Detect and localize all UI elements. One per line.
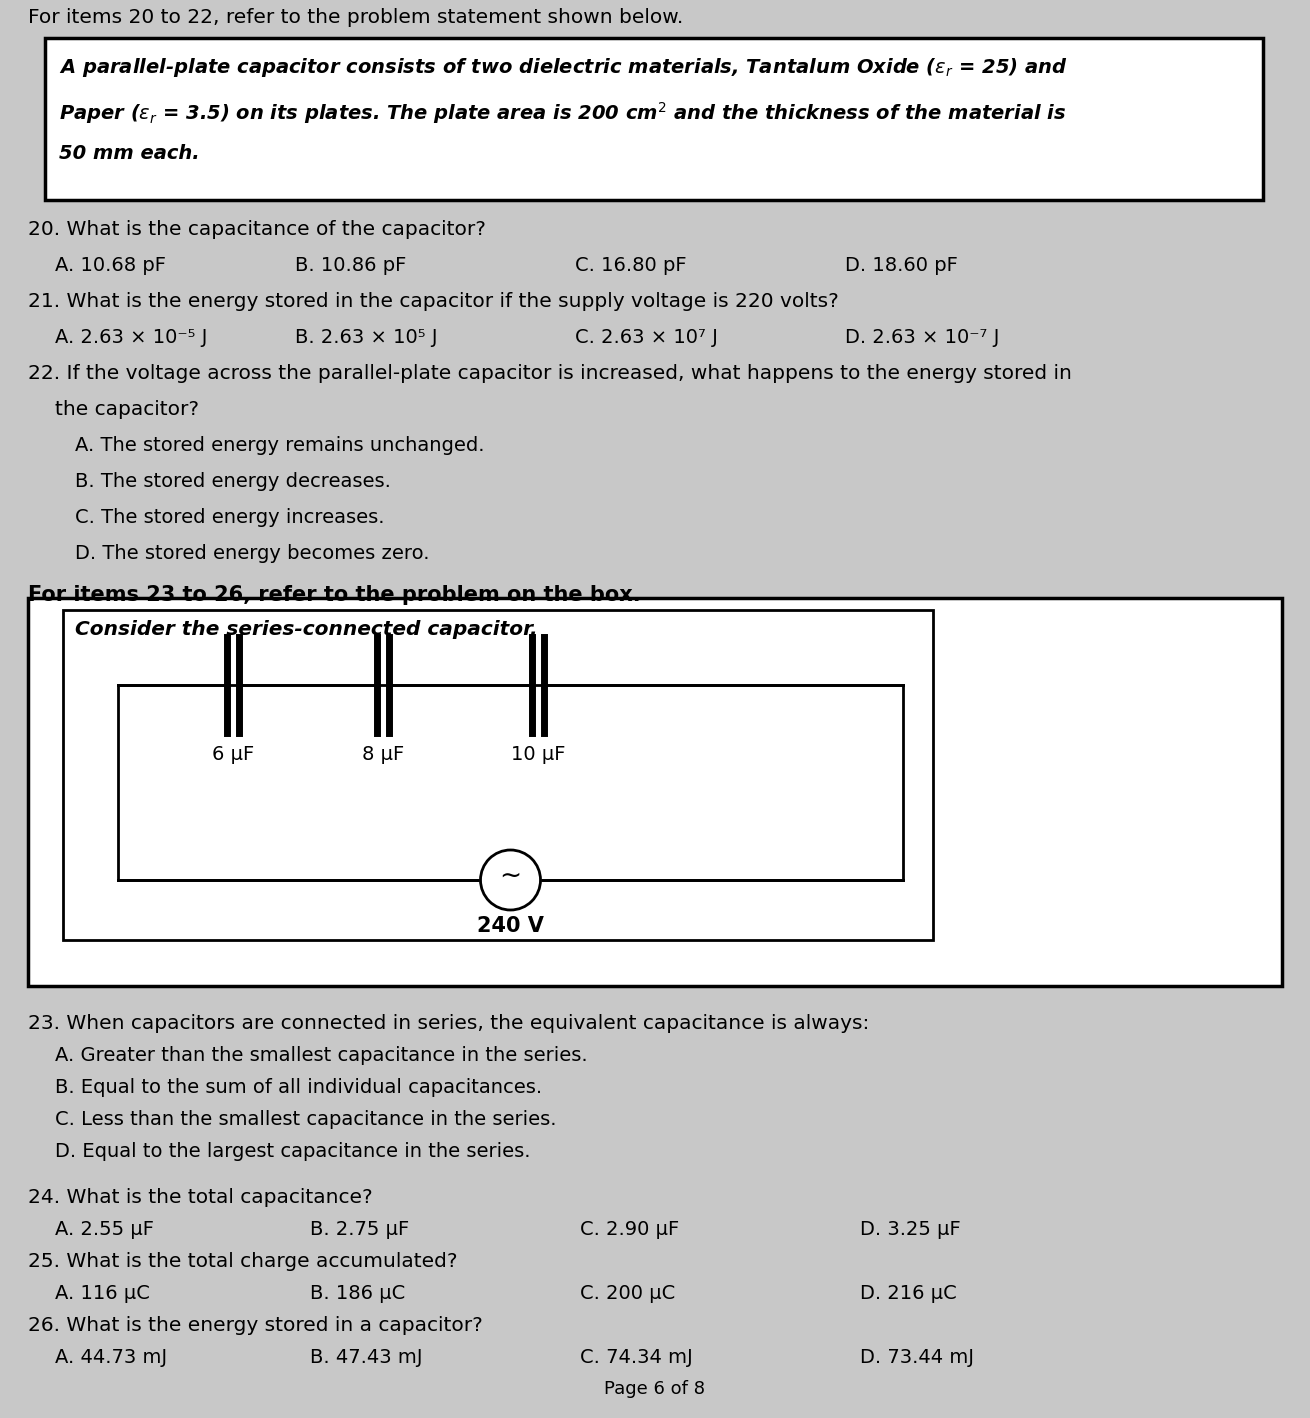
Text: D. 216 μC: D. 216 μC: [859, 1285, 956, 1303]
Text: the capacitor?: the capacitor?: [55, 400, 199, 418]
Circle shape: [481, 849, 541, 910]
Text: C. 16.80 pF: C. 16.80 pF: [575, 257, 686, 275]
FancyBboxPatch shape: [28, 598, 1282, 986]
Text: C. 74.34 mJ: C. 74.34 mJ: [580, 1349, 693, 1367]
Text: B. 47.43 mJ: B. 47.43 mJ: [310, 1349, 423, 1367]
Text: C. 2.90 μF: C. 2.90 μF: [580, 1219, 680, 1239]
Text: 25. What is the total charge accumulated?: 25. What is the total charge accumulated…: [28, 1252, 457, 1271]
Text: A. 2.63 × 10⁻⁵ J: A. 2.63 × 10⁻⁵ J: [55, 328, 207, 347]
Text: B. 186 μC: B. 186 μC: [310, 1285, 405, 1303]
Text: B. The stored energy decreases.: B. The stored energy decreases.: [75, 472, 390, 491]
Text: C. The stored energy increases.: C. The stored energy increases.: [75, 508, 385, 527]
Text: 20. What is the capacitance of the capacitor?: 20. What is the capacitance of the capac…: [28, 220, 486, 240]
Text: D. 3.25 μF: D. 3.25 μF: [859, 1219, 960, 1239]
Text: For items 20 to 22, refer to the problem statement shown below.: For items 20 to 22, refer to the problem…: [28, 9, 684, 27]
Text: A. 10.68 pF: A. 10.68 pF: [55, 257, 166, 275]
Text: For items 23 to 26, refer to the problem on the box.: For items 23 to 26, refer to the problem…: [28, 586, 641, 605]
Text: C. 2.63 × 10⁷ J: C. 2.63 × 10⁷ J: [575, 328, 718, 347]
Text: B. Equal to the sum of all individual capacitances.: B. Equal to the sum of all individual ca…: [55, 1078, 542, 1098]
Text: 10 μF: 10 μF: [511, 744, 565, 764]
Text: Paper ($\varepsilon_r$ = 3.5) on its plates. The plate area is 200 cm$^2$ and th: Paper ($\varepsilon_r$ = 3.5) on its pla…: [59, 101, 1066, 126]
Text: A. Greater than the smallest capacitance in the series.: A. Greater than the smallest capacitance…: [55, 1046, 588, 1065]
Text: 22. If the voltage across the parallel-plate capacitor is increased, what happen: 22. If the voltage across the parallel-p…: [28, 364, 1072, 383]
Text: ∼: ∼: [499, 864, 521, 889]
Text: 50 mm each.: 50 mm each.: [59, 145, 199, 163]
Text: A parallel-plate capacitor consists of two dielectric materials, Tantalum Oxide : A parallel-plate capacitor consists of t…: [59, 55, 1068, 79]
Text: A. 116 μC: A. 116 μC: [55, 1285, 149, 1303]
Text: 26. What is the energy stored in a capacitor?: 26. What is the energy stored in a capac…: [28, 1316, 483, 1334]
Text: A. 2.55 μF: A. 2.55 μF: [55, 1219, 155, 1239]
Text: 8 μF: 8 μF: [362, 744, 403, 764]
Text: Consider the series-connected capacitor,: Consider the series-connected capacitor,: [75, 620, 537, 640]
Text: A. The stored energy remains unchanged.: A. The stored energy remains unchanged.: [75, 435, 485, 455]
Text: Page 6 of 8: Page 6 of 8: [604, 1380, 706, 1398]
Text: B. 2.63 × 10⁵ J: B. 2.63 × 10⁵ J: [295, 328, 438, 347]
Text: 240 V: 240 V: [477, 916, 544, 936]
Text: 24. What is the total capacitance?: 24. What is the total capacitance?: [28, 1188, 372, 1207]
Text: 21. What is the energy stored in the capacitor if the supply voltage is 220 volt: 21. What is the energy stored in the cap…: [28, 292, 838, 311]
FancyBboxPatch shape: [63, 610, 933, 940]
Text: D. 2.63 × 10⁻⁷ J: D. 2.63 × 10⁻⁷ J: [845, 328, 1000, 347]
Text: A. 44.73 mJ: A. 44.73 mJ: [55, 1349, 168, 1367]
Text: D. The stored energy becomes zero.: D. The stored energy becomes zero.: [75, 545, 430, 563]
FancyBboxPatch shape: [45, 38, 1263, 200]
Text: C. 200 μC: C. 200 μC: [580, 1285, 675, 1303]
Text: D. Equal to the largest capacitance in the series.: D. Equal to the largest capacitance in t…: [55, 1141, 531, 1161]
Text: C. Less than the smallest capacitance in the series.: C. Less than the smallest capacitance in…: [55, 1110, 557, 1129]
Text: D. 73.44 mJ: D. 73.44 mJ: [859, 1349, 975, 1367]
Text: 23. When capacitors are connected in series, the equivalent capacitance is alway: 23. When capacitors are connected in ser…: [28, 1014, 870, 1032]
Text: B. 2.75 μF: B. 2.75 μF: [310, 1219, 409, 1239]
Text: B. 10.86 pF: B. 10.86 pF: [295, 257, 406, 275]
Text: 6 μF: 6 μF: [212, 744, 254, 764]
Text: D. 18.60 pF: D. 18.60 pF: [845, 257, 958, 275]
